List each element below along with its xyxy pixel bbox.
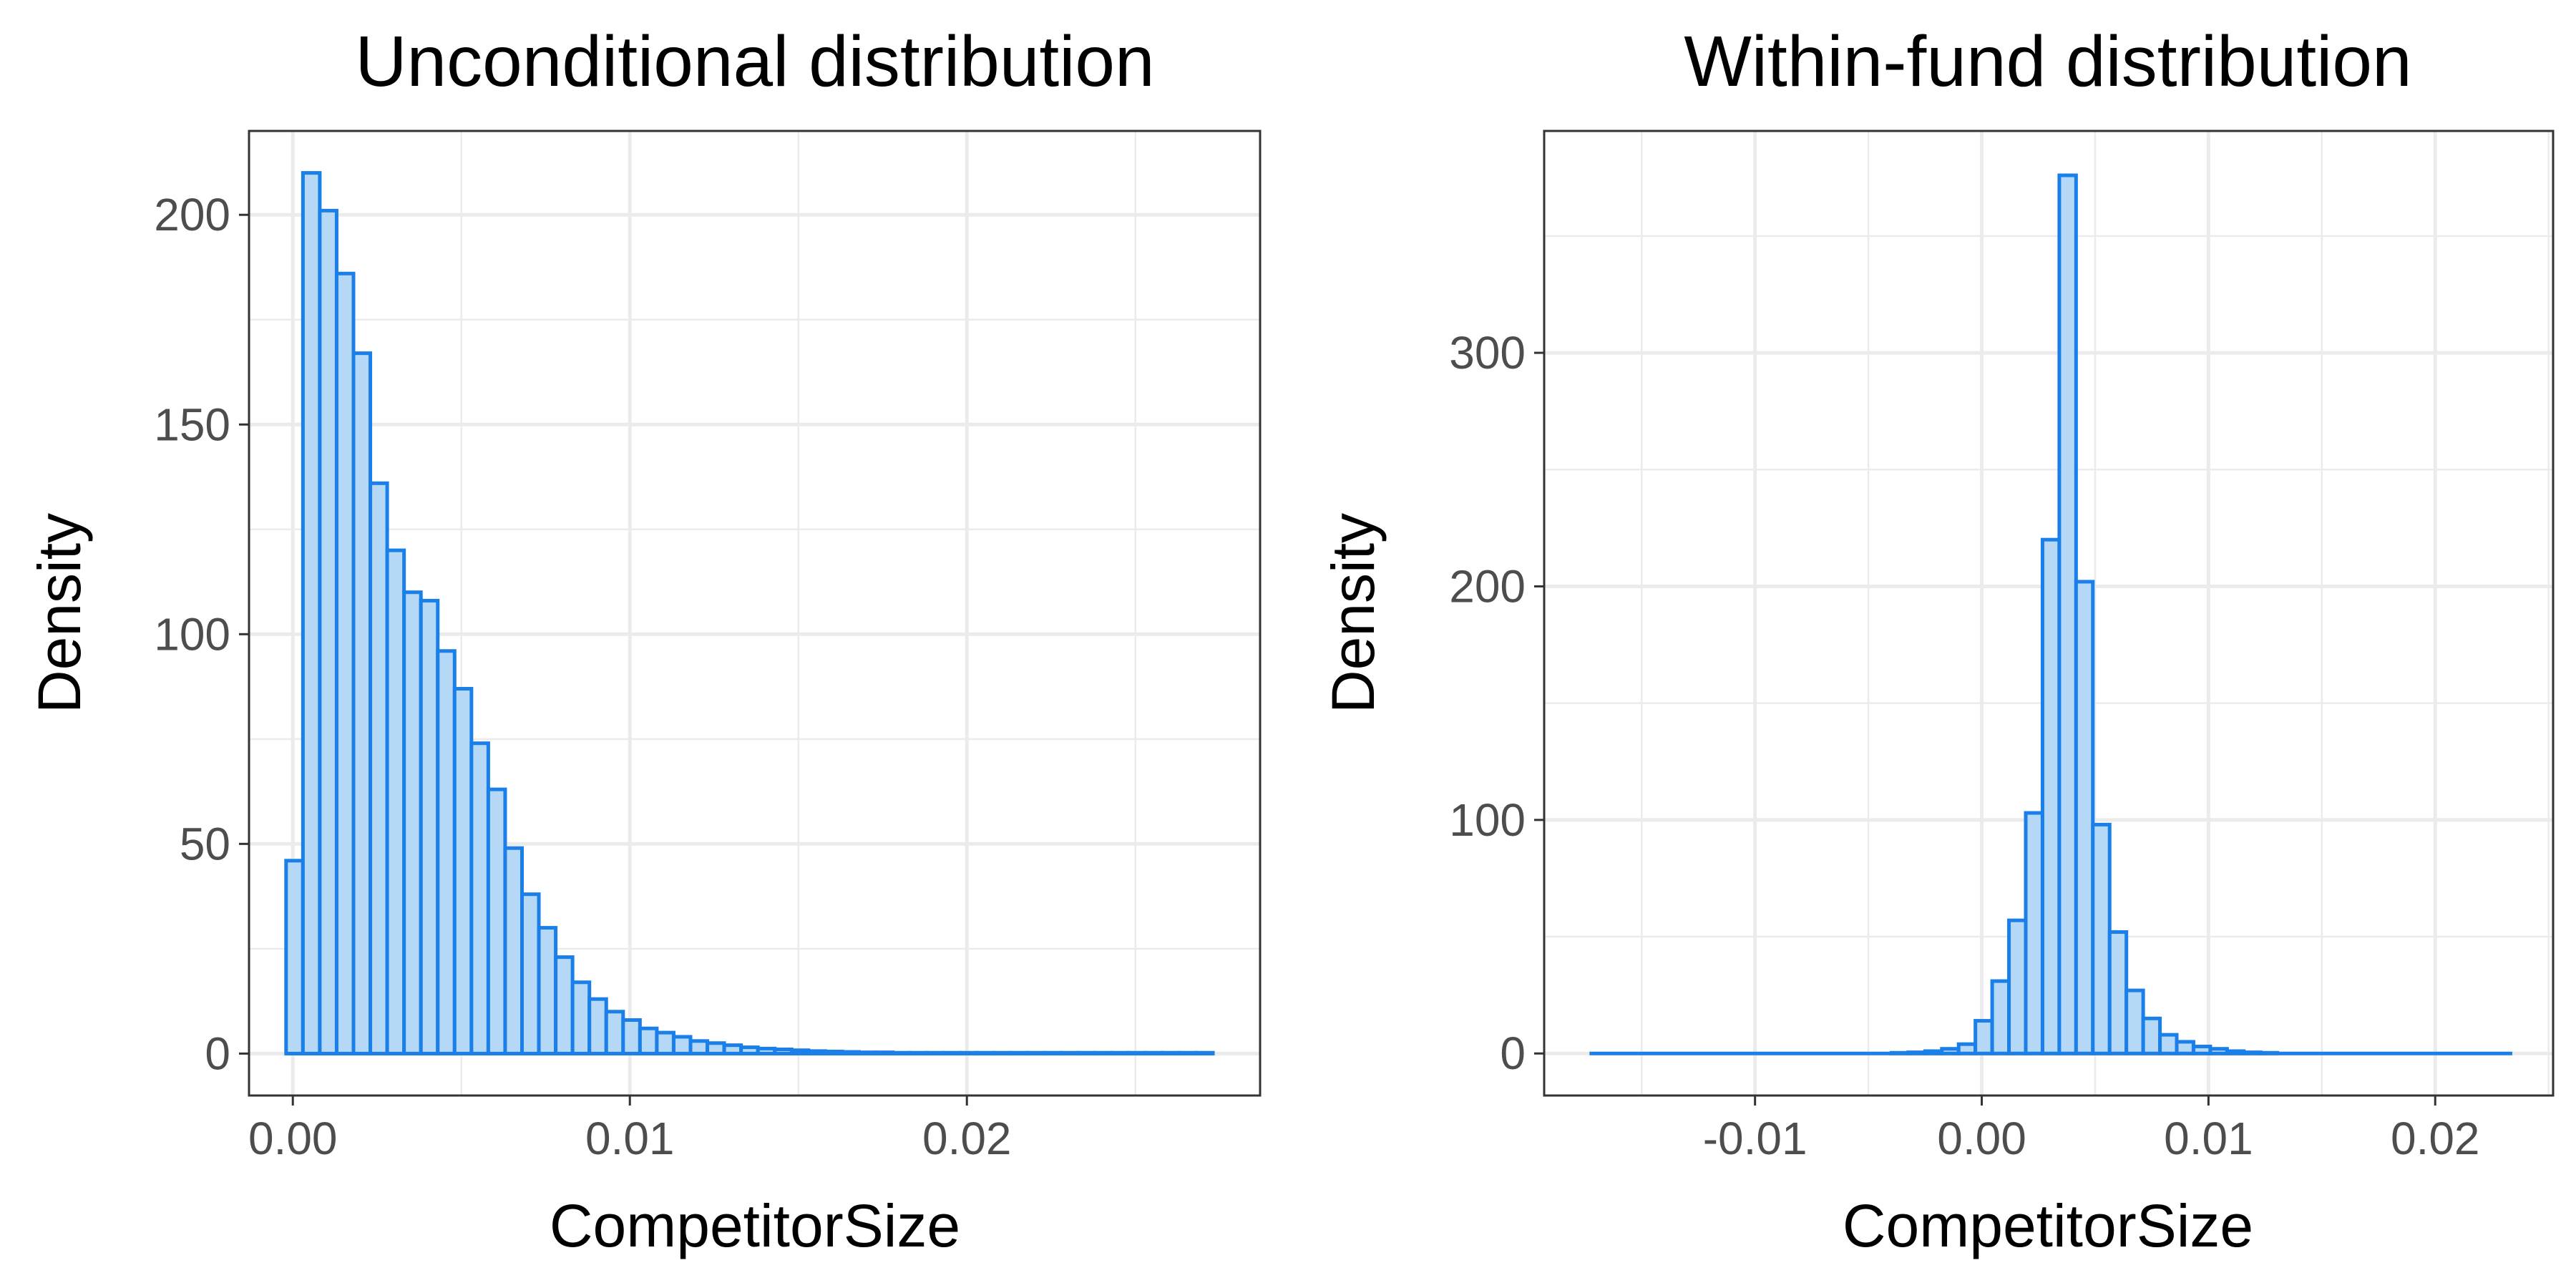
- within-fund-histogram-bar: [2141, 1016, 2162, 1055]
- within-fund-histogram-bar: [2242, 1050, 2263, 1055]
- unconditional-panel-border: [248, 130, 1262, 1097]
- unconditional-histogram-bar: [688, 1039, 710, 1055]
- unconditional-histogram-bar: [369, 481, 389, 1055]
- unconditional-histogram-bar: [706, 1041, 726, 1055]
- within-fund-ticks: -0.01 0.00 0.01 0.02 0 100 200 300: [1449, 327, 2479, 1164]
- within-fund-histogram-bar: [2074, 580, 2095, 1055]
- unconditional-histogram-bar: [486, 787, 507, 1055]
- unconditional-x-tick-label: 0.01: [585, 1113, 675, 1164]
- unconditional-panel: Unconditional distribution 0.00 0.01 0.020…: [26, 21, 1262, 1259]
- unconditional-histogram-bar: [806, 1049, 827, 1055]
- unconditional-y-tick-label: 50: [180, 818, 230, 869]
- unconditional-histogram-bar: [756, 1046, 777, 1055]
- within-fund-x-tick-label: 0.00: [1937, 1113, 2026, 1164]
- within-fund-histogram-bar: [1956, 1042, 1978, 1055]
- within-fund-histogram-bar: [2107, 930, 2129, 1055]
- unconditional-histogram-bar: [469, 741, 490, 1055]
- within-fund-histogram-bar: [1923, 1049, 1944, 1055]
- unconditional-y-tick-label: 150: [154, 399, 230, 450]
- unconditional-histogram-bar: [452, 686, 474, 1055]
- unconditional-histogram-bar: [419, 598, 440, 1055]
- within-fund-y-tick-label: 300: [1449, 327, 1526, 379]
- unconditional-histogram-bar: [739, 1045, 760, 1055]
- unconditional-histogram-bar: [554, 955, 575, 1055]
- within-fund-histogram-bar: [1906, 1050, 1927, 1055]
- within-fund-panel: Within-fund distribution -0.01 0.00 0.01 0.…: [1319, 21, 2555, 1259]
- within-fund-histogram-bar: [2007, 918, 2028, 1055]
- unconditional-histogram-bar: [503, 846, 525, 1055]
- unconditional-histogram-bar: [823, 1049, 844, 1055]
- within-fund-x-tick-label: -0.01: [1703, 1113, 1807, 1164]
- unconditional-histogram-bar: [671, 1035, 693, 1055]
- unconditional-bars: [284, 171, 1215, 1055]
- unconditional-histogram-bar: [789, 1048, 811, 1055]
- within-fund-bars: [1589, 173, 2512, 1055]
- within-fund-histogram-bar: [2057, 173, 2078, 1055]
- unconditional-histogram-bar: [570, 980, 592, 1055]
- within-fund-panel-border: [1543, 130, 2555, 1097]
- within-fund-y-tick-label: 100: [1449, 794, 1526, 846]
- unconditional-histogram-bar: [436, 649, 457, 1055]
- within-fund-histogram-bar: [2024, 811, 2044, 1055]
- unconditional-histogram-bar: [301, 171, 322, 1055]
- within-fund-histogram-bar: [2191, 1044, 2212, 1055]
- within-fund-histogram-bar: [2158, 1033, 2179, 1055]
- within-fund-histogram-bar: [2208, 1047, 2229, 1055]
- unconditional-histogram-bar: [840, 1050, 862, 1055]
- unconditional-x-tick-label: 0.02: [922, 1113, 1012, 1164]
- unconditional-y-tick-label: 0: [205, 1028, 230, 1079]
- within-fund-histogram-bar: [1990, 979, 2011, 1055]
- unconditional-histogram-bar: [604, 1010, 625, 1055]
- within-fund-y-axis-label: Density: [1319, 513, 1387, 713]
- unconditional-histogram-bar: [722, 1043, 743, 1055]
- unconditional-histogram-bar: [655, 1030, 675, 1055]
- unconditional-histogram-bar: [385, 548, 406, 1055]
- unconditional-histogram-bar: [874, 1050, 895, 1055]
- unconditional-x-tick-label: 0.00: [248, 1113, 338, 1164]
- unconditional-histogram-bar: [318, 208, 338, 1055]
- within-fund-histogram-bar: [2175, 1040, 2195, 1055]
- within-fund-title: Within-fund distribution: [1684, 21, 2411, 102]
- unconditional-histogram-bar: [773, 1048, 794, 1055]
- within-fund-histogram-bar: [1974, 1019, 1994, 1055]
- within-fund-x-tick-label: 0.01: [2164, 1113, 2253, 1164]
- within-fund-gridlines: [1544, 131, 2553, 1096]
- within-fund-histogram-bar: [1940, 1047, 1961, 1055]
- unconditional-histogram-bar: [621, 1018, 642, 1055]
- unconditional-histogram-bar: [284, 859, 305, 1055]
- unconditional-histogram-bar: [520, 892, 541, 1055]
- unconditional-histogram-bar: [402, 590, 423, 1055]
- unconditional-histogram-bar: [857, 1050, 878, 1055]
- unconditional-ticks: 0.00 0.01 0.02 0 50 100 150 200: [154, 189, 1011, 1164]
- within-fund-histogram-bar: [2124, 988, 2145, 1055]
- unconditional-title: Unconditional distribution: [355, 21, 1154, 102]
- unconditional-x-axis-label: CompetitorSize: [550, 1192, 960, 1259]
- within-fund-x-tick-label: 0.02: [2391, 1113, 2480, 1164]
- within-fund-x-axis-label: CompetitorSize: [1843, 1192, 2253, 1259]
- unconditional-histogram-bar: [537, 926, 558, 1055]
- within-fund-histogram-bar: [2225, 1049, 2246, 1055]
- unconditional-y-tick-label: 200: [154, 189, 230, 240]
- within-fund-y-tick-label: 200: [1449, 560, 1526, 612]
- unconditional-histogram-bar: [587, 997, 608, 1055]
- within-fund-histogram-bar: [2040, 537, 2062, 1055]
- within-fund-y-tick-label: 0: [1500, 1028, 1526, 1079]
- unconditional-histogram-bar: [638, 1026, 659, 1055]
- within-fund-histogram-bar: [2091, 822, 2112, 1055]
- unconditional-histogram-bar: [334, 271, 356, 1055]
- unconditional-histogram-bar: [351, 351, 373, 1055]
- unconditional-y-axis-label: Density: [26, 513, 93, 713]
- unconditional-y-tick-label: 100: [154, 608, 230, 660]
